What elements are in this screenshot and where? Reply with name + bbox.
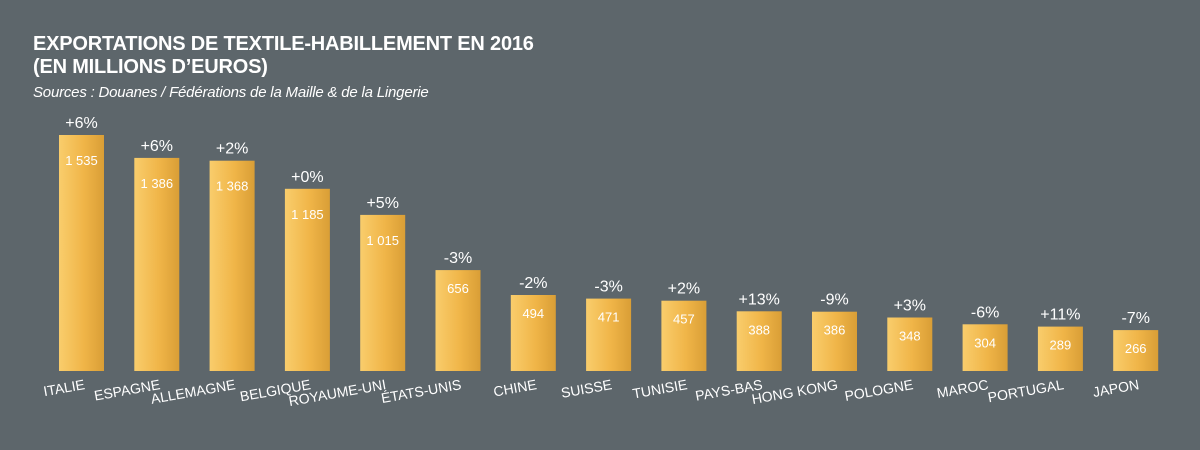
change-label: +5%: [366, 195, 398, 212]
category-label: ITALIE: [42, 376, 86, 399]
category-label: ÉTATS-UNIS: [380, 376, 463, 406]
category-label: ALLEMAGNE: [150, 376, 237, 407]
category-label: MAROC: [936, 376, 990, 401]
change-label: +11%: [1040, 307, 1080, 324]
change-label: +2%: [216, 141, 248, 158]
bar-value-label: 1 185: [291, 207, 324, 222]
bar-value-label: 656: [447, 281, 469, 296]
bar: [1113, 330, 1159, 371]
bar-value-label: 388: [748, 322, 770, 337]
bar: [435, 270, 481, 371]
bar-value-label: 1 386: [141, 176, 174, 191]
bar: [360, 214, 406, 371]
category-label: CHINE: [492, 376, 538, 399]
category-label: PORTUGAL: [987, 376, 1066, 405]
category-label: JAPON: [1091, 376, 1140, 400]
category-label: SUISSE: [560, 376, 613, 401]
change-label: -3%: [444, 250, 472, 267]
category-label: TUNISIE: [631, 376, 688, 401]
bar-value-label: 1 015: [366, 233, 399, 248]
bar-value-label: 289: [1050, 338, 1072, 353]
bar-value-label: 494: [522, 306, 544, 321]
bar-value-label: 348: [899, 329, 921, 344]
bar: [586, 298, 632, 371]
title-line-2: (EN MILLIONS D’EUROS): [33, 56, 268, 78]
bar: [1037, 326, 1083, 371]
bar: [812, 311, 857, 371]
bar-value-label: 1 368: [216, 179, 249, 194]
chart-title: EXPORTATIONS DE TEXTILE-HABILLEMENT EN 2…: [33, 33, 534, 79]
change-label: +3%: [894, 298, 926, 315]
change-label: -3%: [594, 279, 622, 296]
change-label: -2%: [519, 275, 547, 292]
change-label: +13%: [739, 291, 780, 308]
bar: [59, 135, 104, 371]
change-label: -6%: [971, 304, 999, 321]
change-label: +6%: [65, 115, 97, 132]
bar-value-label: 1 535: [65, 153, 98, 168]
bar-value-label: 304: [974, 335, 996, 350]
change-label: -7%: [1121, 310, 1149, 327]
change-label: -9%: [820, 292, 848, 309]
change-label: +0%: [291, 169, 323, 186]
bar-value-label: 471: [598, 310, 620, 325]
change-label: +6%: [141, 138, 173, 155]
bar-value-label: 457: [673, 312, 695, 327]
bar: [134, 157, 180, 371]
bar: [661, 300, 707, 371]
category-label: HONG KONG: [750, 376, 839, 407]
bar: [736, 311, 782, 371]
bar-value-label: 386: [824, 323, 846, 338]
bar: [284, 188, 330, 371]
category-label: POLOGNE: [843, 376, 914, 404]
bar: [962, 324, 1008, 371]
bar-value-label: 266: [1125, 341, 1147, 356]
change-label: +2%: [668, 281, 700, 298]
chart-source: Sources : Douanes / Fédérations de la Ma…: [33, 84, 429, 101]
bar: [510, 295, 556, 371]
title-line-1: EXPORTATIONS DE TEXTILE-HABILLEMENT EN 2…: [33, 33, 534, 55]
bar: [887, 317, 933, 371]
bar: [209, 160, 255, 371]
